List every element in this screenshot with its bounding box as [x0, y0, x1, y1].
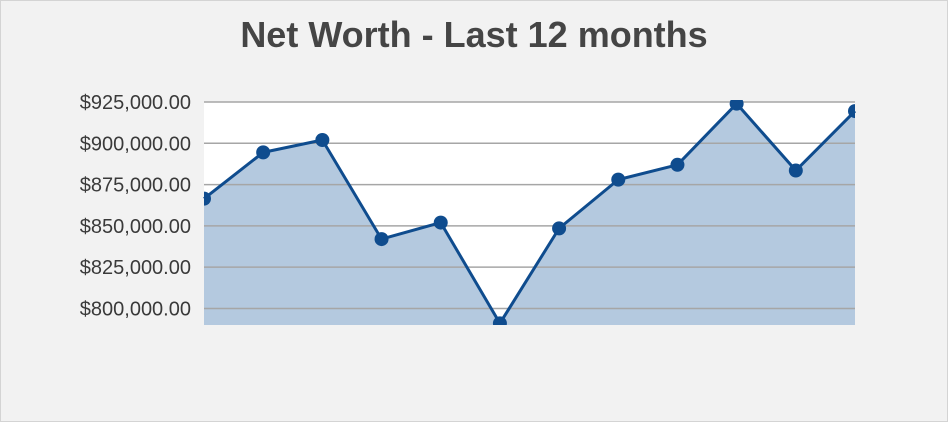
y-tick-label: $825,000.00 [80, 257, 191, 279]
series-line [203, 102, 857, 325]
y-tick-label: $875,000.00 [80, 175, 191, 197]
area-layer [204, 103, 855, 325]
data-point [552, 221, 567, 236]
data-point [848, 104, 855, 119]
data-points [204, 100, 855, 325]
series-area [204, 103, 855, 325]
data-point [788, 163, 803, 178]
y-tick-label: $900,000.00 [80, 133, 191, 155]
data-point [315, 132, 330, 147]
y-tick-label: $850,000.00 [80, 216, 191, 238]
data-point [611, 172, 626, 187]
data-point [492, 316, 507, 325]
gridlines [204, 101, 855, 310]
data-point [729, 100, 744, 111]
data-point [374, 232, 389, 247]
y-tick-label: $925,000.00 [80, 92, 191, 114]
data-point [433, 215, 448, 230]
series-line-layer [203, 102, 857, 325]
data-point [670, 157, 685, 172]
chart-title: Net Worth - Last 12 months [240, 14, 708, 55]
data-point [204, 191, 211, 206]
y-axis-tick-labels: $800,000.00 $825,000.00 $850,000.00 $875,00… [80, 92, 191, 320]
data-point [256, 145, 271, 160]
y-tick-label: $800,000.00 [80, 298, 191, 320]
